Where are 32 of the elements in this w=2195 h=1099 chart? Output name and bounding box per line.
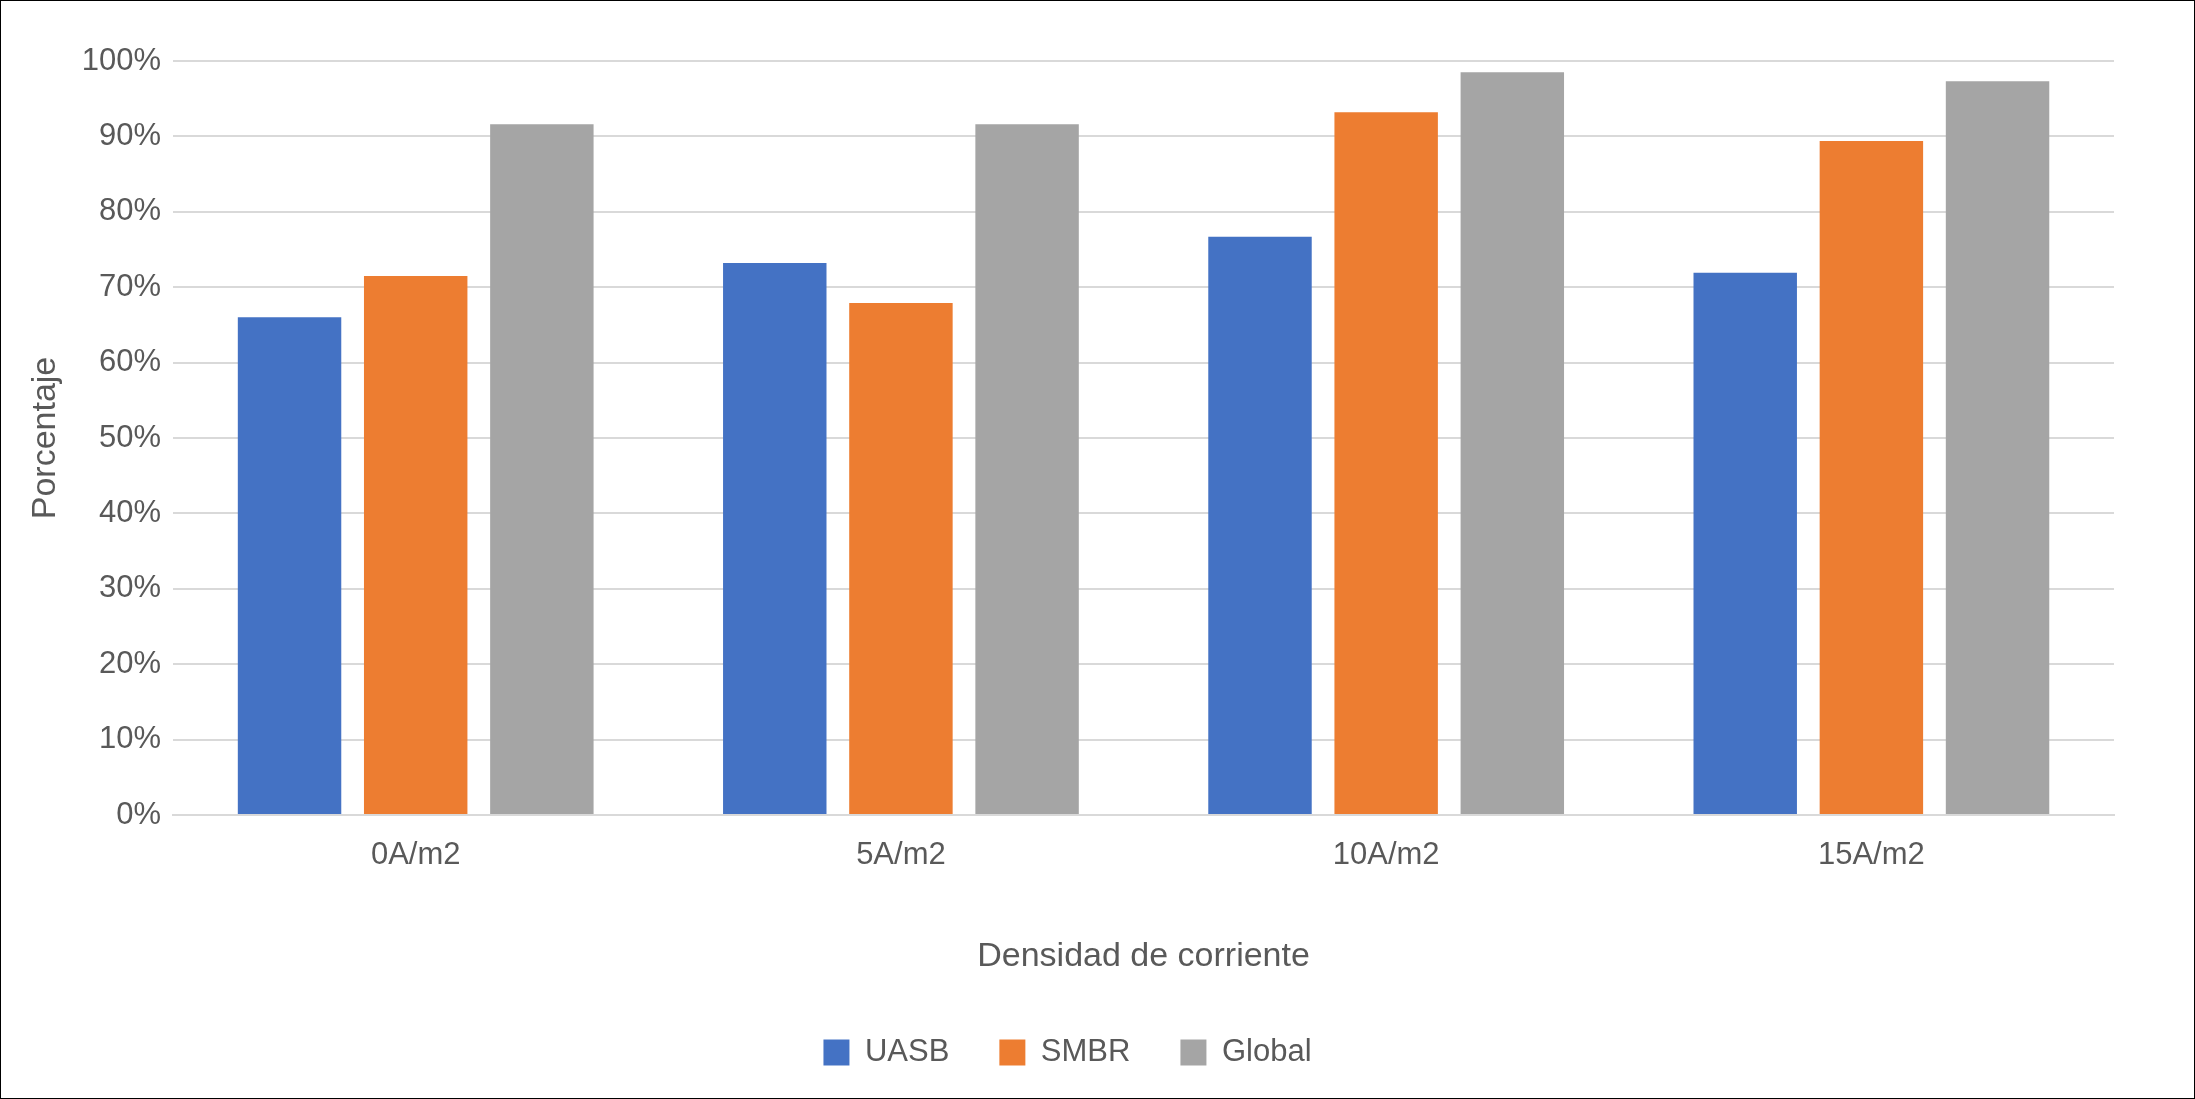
y-tick-label: 40% — [99, 493, 162, 529]
legend-label: SMBR — [1040, 1033, 1131, 1069]
x-tick-label: 5A/m2 — [856, 836, 946, 872]
legend-label: Global — [1221, 1033, 1312, 1069]
x-axis-title: Densidad de corriente — [977, 934, 1310, 973]
bar — [849, 303, 953, 814]
y-tick-label: 90% — [99, 116, 162, 152]
legend-label: UASB — [864, 1033, 950, 1069]
x-tick-label: 10A/m2 — [1332, 836, 1440, 872]
x-tick-label: 0A/m2 — [370, 836, 461, 872]
y-axis-title: Porcentaje — [23, 356, 62, 520]
y-tick-label: 0% — [116, 795, 162, 831]
bar — [363, 275, 468, 814]
x-tick-label: 15A/m2 — [1817, 836, 1925, 872]
bar — [490, 124, 594, 814]
y-tick-label: 70% — [99, 267, 162, 303]
bar — [1208, 236, 1312, 814]
y-tick-label: 10% — [99, 720, 162, 756]
bar — [975, 124, 1079, 814]
bar — [1334, 112, 1438, 814]
bar — [1819, 140, 1924, 814]
bar — [1945, 81, 2050, 814]
y-tick-label: 30% — [99, 569, 162, 605]
y-tick-label: 100% — [81, 41, 162, 77]
bar — [723, 263, 827, 814]
bar — [1460, 72, 1565, 814]
bar — [1693, 272, 1797, 814]
y-tick-label: 80% — [99, 192, 162, 228]
y-tick-label: 60% — [99, 343, 162, 379]
y-tick-label: 20% — [99, 644, 162, 680]
bar — [237, 317, 342, 814]
y-tick-label: 50% — [99, 418, 162, 454]
